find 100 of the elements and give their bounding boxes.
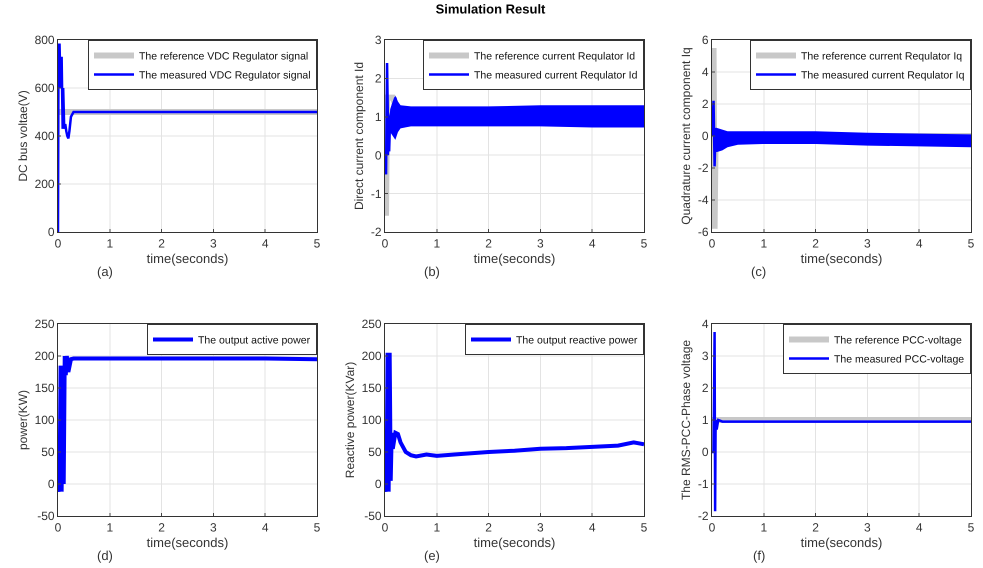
x-tick-label: 4 — [588, 236, 596, 250]
legend-label: The measured current Requlator Iq — [801, 70, 965, 82]
x-tick-label: 3 — [864, 236, 872, 250]
y-tick-label: 1 — [374, 110, 382, 124]
y-tick-label: 2 — [374, 72, 382, 86]
y-tick-label: 200 — [34, 177, 55, 192]
y-tick-label: 1 — [702, 413, 709, 428]
x-tick-label: 2 — [812, 236, 820, 250]
y-tick-label: 50 — [368, 445, 382, 460]
y-tick-label: 0 — [48, 477, 55, 492]
line-series — [712, 330, 971, 512]
y-tick-label: 250 — [34, 317, 55, 332]
y-tick-label: 800 — [34, 33, 55, 48]
legend-label: The measured VDC Regulator signal — [139, 70, 311, 82]
x-tick-label: 1 — [760, 520, 768, 534]
y-tick-label: 100 — [362, 413, 382, 428]
x-tick-label: 3 — [864, 520, 872, 534]
x-tick-label: 4 — [262, 236, 269, 250]
y-axis-title: Quadrature current component Iq — [679, 47, 694, 225]
x-axis-title: time(seconds) — [146, 535, 228, 550]
y-tick-label: 2 — [702, 97, 709, 112]
x-axis-title: time(seconds) — [146, 251, 228, 266]
x-tick-label: 1 — [106, 520, 114, 534]
y-tick-label: 150 — [362, 381, 382, 396]
y-tick-label: 4 — [702, 65, 709, 80]
y-tick-label: 200 — [362, 349, 382, 364]
y-axis-title: The RMS-PCC-Phase voltage — [679, 340, 694, 500]
legend-label: The reference PCC-voltage — [834, 334, 962, 347]
x-tick-label: 4 — [916, 520, 923, 534]
y-tick-label: 2 — [702, 381, 709, 396]
text: (a) — [97, 264, 113, 279]
y-tick-label: 0 — [374, 477, 382, 492]
y-axis-title: DC bus voltae(V) — [16, 90, 30, 182]
x-tick-label: 2 — [485, 520, 492, 534]
line-series — [58, 354, 317, 494]
y-tick-label: -1 — [370, 186, 382, 201]
y-tick-label: -6 — [698, 225, 709, 240]
x-axis-title: time(seconds) — [474, 251, 556, 266]
x-tick-label: 4 — [916, 236, 923, 250]
x-tick-label: 3 — [210, 236, 218, 250]
text: (f) — [753, 548, 766, 563]
x-tick-label: 3 — [537, 520, 544, 534]
x-tick-label: 5 — [640, 520, 648, 534]
y-tick-label: 600 — [34, 81, 55, 96]
y-axis-title: Reactive power(KVar) — [342, 362, 357, 478]
y-tick-label: -2 — [370, 225, 382, 240]
legend-label: The reference current Requlator Iq — [801, 50, 962, 63]
y-tick-label: -50 — [37, 509, 55, 524]
text: (c) — [751, 264, 766, 279]
x-tick-label: 3 — [537, 236, 544, 250]
x-tick-label: 2 — [485, 236, 492, 250]
x-tick-label: 1 — [760, 236, 768, 250]
y-tick-label: 0 — [702, 445, 709, 460]
x-tick-label: 4 — [262, 520, 269, 534]
y-tick-label: 3 — [702, 349, 709, 364]
line-series — [385, 350, 644, 494]
y-tick-label: 150 — [34, 381, 55, 396]
x-tick-label: 2 — [158, 236, 166, 250]
y-tick-label: 100 — [34, 413, 55, 428]
y-tick-label: 3 — [374, 33, 382, 48]
x-tick-label: 2 — [812, 520, 820, 534]
y-tick-label: -1 — [698, 477, 709, 492]
y-tick-label: 6 — [702, 33, 709, 48]
legend-label: The measured PCC-voltage — [834, 354, 964, 366]
y-tick-label: -50 — [364, 509, 382, 524]
x-tick-label: 4 — [588, 520, 596, 534]
y-tick-label: 50 — [41, 445, 55, 460]
text: (e) — [424, 548, 440, 563]
x-tick-label: 3 — [210, 520, 218, 534]
x-tick-label: 1 — [433, 520, 440, 534]
legend-label: The reference VDC Regulator signal — [139, 50, 308, 63]
x-tick-label: 5 — [314, 520, 321, 534]
legend-label: The output active power — [198, 334, 311, 347]
y-tick-label: -2 — [698, 509, 709, 524]
x-tick-label: 5 — [314, 236, 321, 250]
x-tick-label: 5 — [968, 236, 975, 250]
x-tick-label: 5 — [640, 236, 648, 250]
x-axis-title: time(seconds) — [800, 535, 882, 550]
x-tick-label: 2 — [158, 520, 166, 534]
y-tick-label: 0 — [374, 148, 382, 162]
y-tick-label: 200 — [34, 349, 55, 364]
y-axis-title: Direct current component Id — [352, 62, 366, 210]
y-tick-label: 4 — [702, 317, 709, 332]
chart-title: Simulation Result — [436, 1, 546, 16]
line-series — [58, 44, 317, 232]
x-tick-label: 1 — [106, 236, 114, 250]
text: (d) — [97, 548, 113, 563]
x-axis-title: time(seconds) — [474, 535, 556, 550]
y-tick-label: -4 — [698, 193, 709, 208]
x-tick-label: 1 — [433, 236, 440, 250]
legend-label: The output reactive power — [516, 334, 638, 347]
y-tick-label: 0 — [48, 225, 55, 240]
y-tick-label: 250 — [362, 317, 382, 332]
y-tick-label: 400 — [34, 129, 55, 144]
legend-label: The measured current Requlator Id — [474, 70, 638, 82]
x-axis-title: time(seconds) — [800, 251, 882, 266]
text: (b) — [424, 264, 440, 279]
legend-label: The reference current Requlator Id — [474, 50, 636, 63]
y-axis-title: power(KW) — [16, 390, 30, 450]
y-tick-label: -2 — [698, 161, 709, 176]
